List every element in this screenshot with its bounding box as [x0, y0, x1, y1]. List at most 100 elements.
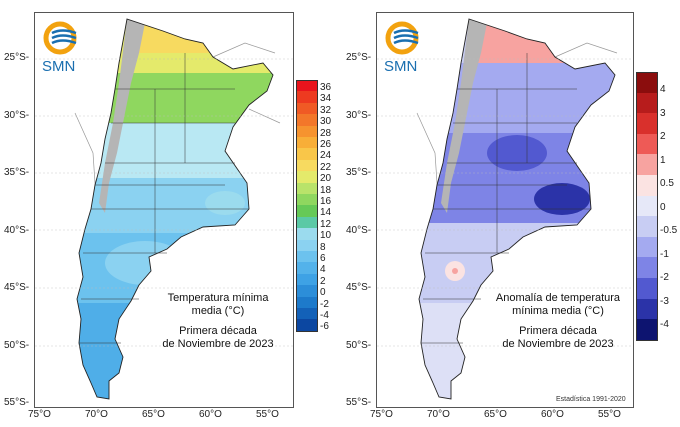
right-caption-line-2: mínima media (°C)	[512, 305, 604, 317]
right-caption-line-3: Primera década	[519, 325, 597, 337]
legend-tick-label: 30	[320, 116, 332, 128]
legend-tick-label: -2	[320, 298, 329, 310]
right-caption-line-1: Anomalía de temperatura	[495, 292, 621, 304]
legend-color-cell	[296, 216, 318, 229]
legend-color-cell	[296, 194, 318, 206]
left-map	[35, 18, 293, 400]
legend-tick-label: 14	[320, 207, 332, 219]
legend-tick-label: 32	[320, 104, 332, 116]
lon-tick-label: 70°O	[85, 409, 108, 420]
legend-color-cell	[296, 262, 318, 274]
legend-color-cell	[296, 251, 318, 263]
legend-color-cell	[296, 239, 318, 251]
legend-tick-label: 2	[320, 275, 326, 287]
lat-tick-label: 40°S-	[346, 224, 372, 236]
legend-color-cell	[636, 92, 658, 114]
legend-color-cell	[296, 319, 318, 332]
left-caption-line-4: de Noviembre de 2023	[162, 338, 274, 350]
legend-tick-label: 12	[320, 218, 332, 230]
lat-tick-label: 35°S-	[346, 167, 372, 178]
legend-color-cell	[296, 308, 318, 320]
legend-tick-label: -6	[320, 321, 329, 333]
legend-tick-label: 4	[320, 264, 326, 276]
legend-tick-label: 36	[320, 82, 332, 93]
legend-tick-label: 26	[320, 139, 332, 150]
legend-color-cell	[636, 257, 658, 278]
legend-color-cell	[636, 113, 658, 134]
legend-color-cell	[296, 114, 318, 126]
legend-color-cell	[636, 278, 658, 299]
legend-color-cell	[296, 273, 318, 286]
left-caption-line-3: Primera década	[179, 325, 257, 337]
legend-color-cell	[636, 133, 658, 155]
lat-tick-label: 50°S-	[4, 339, 30, 351]
legend-color-cell	[636, 154, 658, 175]
legend-color-cell	[296, 125, 318, 137]
legend-color-cell	[296, 205, 318, 217]
legend-color-cell	[296, 159, 318, 172]
legend-tick-label: 0	[660, 201, 666, 213]
legend-tick-label: 0	[320, 287, 326, 299]
lat-tick-label: 35°S-	[4, 167, 30, 178]
legend-tick-label: 4	[660, 84, 666, 95]
legend-color-cell	[296, 296, 318, 308]
legend-color-cell	[296, 228, 318, 240]
legend-tick-label: -1	[660, 248, 669, 260]
left-map-frame	[34, 12, 294, 408]
legend-tick-label: 10	[320, 230, 332, 242]
legend-color-cell	[296, 80, 318, 93]
lon-tick-label: 75°O	[370, 409, 393, 420]
legend-color-cell	[636, 195, 658, 217]
legend-tick-label: 22	[320, 161, 332, 173]
smn-logo-text-right: SMN	[384, 58, 418, 75]
legend-tick-label: 34	[320, 93, 332, 105]
smn-logo-icon	[42, 20, 82, 61]
legend-color-cell	[296, 137, 318, 149]
legend-tick-label: 1	[660, 154, 666, 166]
legend-tick-label: 24	[320, 150, 332, 162]
legend-color-cell	[296, 148, 318, 160]
lon-tick-label: 60°O	[199, 409, 222, 420]
lat-tick-label: 30°S-	[346, 109, 372, 121]
lon-tick-label: 55°O	[598, 409, 621, 420]
legend-color-cell	[636, 319, 658, 341]
left-legend: 36 34 32 30 28 26 24 22 20 18 16 14 12 10 8 6 4 2 0 -2 -4 -6	[296, 80, 340, 340]
legend-color-cell	[636, 298, 658, 320]
source-note: Estadística 1991-2020	[556, 396, 626, 403]
lon-tick-label: 75°O	[28, 409, 51, 420]
lat-tick-label: 45°S-	[4, 282, 30, 293]
left-caption-line-2: media (°C)	[191, 305, 245, 317]
legend-tick-label: 0.5	[660, 178, 674, 189]
lon-tick-label: 65°O	[142, 409, 165, 420]
smn-logo-text: SMN	[42, 58, 76, 75]
lon-tick-label: 55°O	[256, 409, 279, 420]
lat-tick-label: 40°S-	[4, 224, 30, 236]
lat-tick-label: 50°S-	[346, 339, 372, 351]
legend-tick-label: 18	[320, 184, 332, 196]
legend-color-cell	[636, 175, 658, 196]
legend-tick-label: 20	[320, 173, 332, 185]
lat-tick-label: 25°S-	[346, 52, 372, 63]
legend-tick-label: -0.5	[660, 225, 678, 236]
lon-tick-label: 60°O	[541, 409, 564, 420]
legend-color-cell	[296, 285, 318, 297]
legend-tick-label: 8	[320, 241, 326, 253]
legend-color-cell	[296, 102, 318, 115]
legend-color-cell	[636, 72, 658, 94]
legend-tick-label: -2	[660, 272, 669, 283]
legend-tick-label: -4	[660, 319, 669, 330]
legend-tick-label: 28	[320, 127, 332, 139]
legend-tick-label: 16	[320, 196, 332, 207]
lon-tick-label: 65°O	[484, 409, 507, 420]
legend-color-cell	[636, 236, 658, 258]
lat-tick-label: 55°S-	[346, 397, 372, 408]
lat-tick-label: 55°S-	[4, 397, 30, 408]
left-caption-line-1: Temperatura mínima	[167, 292, 269, 304]
lat-tick-label: 45°S-	[346, 282, 372, 293]
right-caption-line-4: de Noviembre de 2023	[502, 338, 614, 350]
lat-tick-label: 30°S-	[4, 109, 30, 121]
lat-tick-label: 25°S-	[4, 52, 30, 63]
right-map	[377, 18, 633, 400]
legend-tick-label: 6	[320, 253, 326, 264]
lon-tick-label: 70°O	[427, 409, 450, 420]
